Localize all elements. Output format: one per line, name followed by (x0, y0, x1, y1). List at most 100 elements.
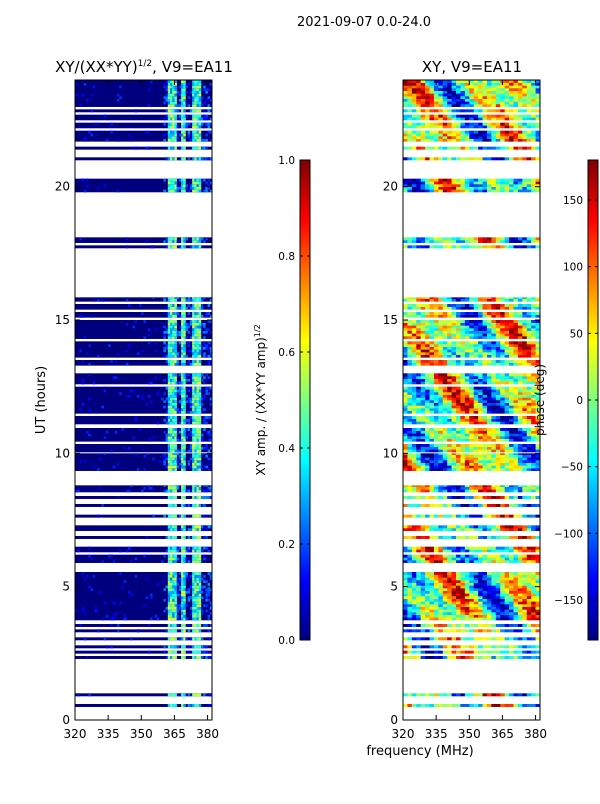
phase-cell (442, 606, 448, 610)
amplitude-cell (77, 489, 80, 493)
phase-cell (513, 560, 519, 563)
amplitude-cell (200, 462, 204, 466)
phase-cell (509, 418, 514, 422)
phase-cell (433, 465, 439, 469)
phase-cell (425, 394, 430, 398)
phase-cell (429, 352, 435, 355)
phase-cell (486, 400, 492, 403)
phase-cell (531, 629, 536, 633)
phase-cell (429, 598, 435, 602)
amplitude-cell (167, 82, 171, 86)
amplitude-cell (116, 462, 120, 466)
amplitude-cell (196, 504, 200, 507)
phase-cell (517, 405, 523, 409)
amplitude-cell (94, 133, 98, 137)
amplitude-cell (75, 392, 212, 395)
phase-cell (429, 585, 435, 589)
phase-cell (473, 612, 479, 615)
phase-cell (442, 304, 448, 307)
phase-cell (447, 397, 452, 401)
phase-cell (469, 582, 475, 586)
phase-cell (425, 614, 430, 618)
amplitude-cell (172, 85, 175, 89)
amplitude-cell (181, 125, 184, 129)
amplitude-cell (194, 504, 197, 507)
amplitude-cell (174, 624, 177, 627)
amplitude-cell (198, 88, 202, 91)
phase-cell (433, 486, 439, 490)
amplitude-cell (178, 546, 182, 550)
amplitude-cell (183, 704, 186, 707)
phase-cell (473, 609, 479, 613)
phase-cell (420, 554, 426, 558)
phase-cell (411, 418, 417, 422)
phase-cell (504, 614, 510, 618)
phase-cell (513, 637, 519, 641)
amplitude-cell (139, 297, 142, 299)
amplitude-cell (183, 85, 186, 89)
phase-cell (447, 645, 452, 649)
phase-cell (469, 554, 475, 558)
phase-cell (464, 341, 470, 345)
phase-cell (473, 693, 479, 697)
amplitude-cell (198, 297, 202, 299)
amplitude-cell (174, 186, 177, 190)
phase-cell (513, 344, 519, 347)
phase-cell (403, 349, 408, 353)
phase-cell (517, 598, 523, 602)
phase-cell (526, 428, 532, 431)
phase-cell (407, 298, 413, 302)
phase-cell (495, 333, 501, 337)
amplitude-cell (181, 101, 184, 105)
phase-cell (478, 408, 483, 411)
amplitude-cell (145, 240, 149, 243)
phase-cell (478, 373, 483, 377)
phase-cell (451, 612, 457, 615)
amplitude-cell (181, 360, 184, 363)
amplitude-cell (181, 486, 184, 490)
amplitude-cell (114, 360, 118, 363)
phase-cell (420, 449, 426, 453)
phase-cell (429, 306, 435, 310)
amplitude-cell (194, 306, 197, 310)
amplitude-cell (196, 354, 200, 358)
phase-cell (531, 446, 536, 450)
amplitude-cell (181, 341, 184, 345)
phase-cell (403, 601, 408, 605)
phase-cell (425, 582, 430, 586)
amplitude-cell (185, 549, 188, 553)
phase-cell (403, 462, 408, 466)
phase-cell (407, 428, 413, 431)
amplitude-cell (194, 394, 197, 398)
phase-cell (517, 536, 523, 539)
phase-cell (513, 405, 519, 409)
phase-cell (433, 557, 439, 561)
amplitude-cell (163, 333, 166, 337)
phase-cell (504, 446, 510, 450)
phase-cell (411, 580, 417, 583)
amplitude-cell (181, 392, 184, 395)
phase-cell (451, 614, 457, 618)
phase-cell (473, 614, 479, 618)
phase-cell (447, 360, 452, 363)
amplitude-cell (203, 446, 206, 450)
amplitude-cell (165, 240, 169, 243)
phase-cell (535, 421, 540, 425)
phase-cell (464, 536, 470, 539)
amplitude-cell (172, 304, 175, 307)
phase-cell (416, 325, 421, 329)
phase-cell (478, 454, 483, 458)
phase-cell (403, 489, 408, 493)
phase-cell (411, 457, 417, 461)
amplitude-cell (205, 485, 208, 487)
phase-cell (451, 428, 457, 431)
amplitude-cell (207, 328, 211, 331)
amplitude-cell (189, 606, 193, 610)
phase-cell (513, 528, 519, 531)
phase-cell (482, 485, 488, 487)
phase-cell (495, 430, 501, 434)
phase-cell (509, 392, 514, 395)
amplitude-cell (194, 554, 197, 558)
phase-cell (403, 405, 408, 409)
phase-cell (429, 312, 435, 315)
